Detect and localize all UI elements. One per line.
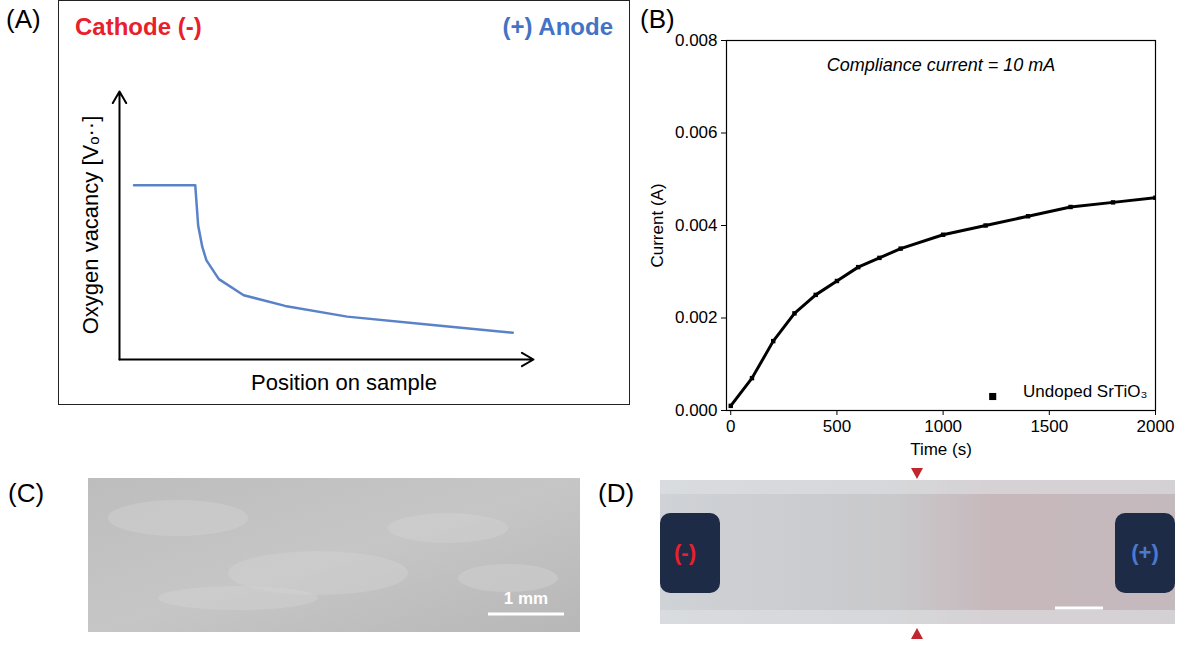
html-text:Oxygen vacancy [Vₒ··]: Oxygen vacancy [Vₒ··]: [78, 115, 103, 335]
html-text:(A): (A): [6, 4, 41, 34]
svg-text:Compliance current = 10 mA: Compliance current = 10 mA: [827, 55, 1056, 75]
html-text:(D): (D): [598, 478, 635, 508]
html-text:Position on sample: Position on sample: [251, 370, 437, 395]
svg-text:Time (s): Time (s): [910, 440, 972, 459]
svg-text:0.008: 0.008: [675, 31, 718, 50]
svg-text:1500: 1500: [1030, 417, 1068, 436]
svg-text:0.000: 0.000: [675, 401, 718, 420]
svg-text:0.002: 0.002: [675, 308, 718, 327]
svg-text:Undoped SrTiO₃: Undoped SrTiO₃: [1023, 382, 1147, 401]
html-text:Cathode (-): Cathode (-): [75, 13, 202, 40]
html-text:(B): (B): [640, 4, 675, 34]
svg-text:500: 500: [823, 417, 851, 436]
svg-text:(-): (-): [674, 540, 696, 565]
svg-text:0.006: 0.006: [675, 123, 718, 142]
svg-text:0.004: 0.004: [675, 216, 718, 235]
svg-text:Current (A): Current (A): [648, 183, 667, 267]
html-text:(+) Anode: (+) Anode: [502, 13, 613, 40]
svg-text:(+): (+): [1131, 540, 1159, 565]
svg-text:1 mm: 1 mm: [504, 589, 548, 608]
svg-text:1000: 1000: [924, 417, 962, 436]
svg-text:2000: 2000: [1137, 417, 1175, 436]
svg-text:0: 0: [726, 417, 735, 436]
html-text:(C): (C): [8, 478, 45, 508]
